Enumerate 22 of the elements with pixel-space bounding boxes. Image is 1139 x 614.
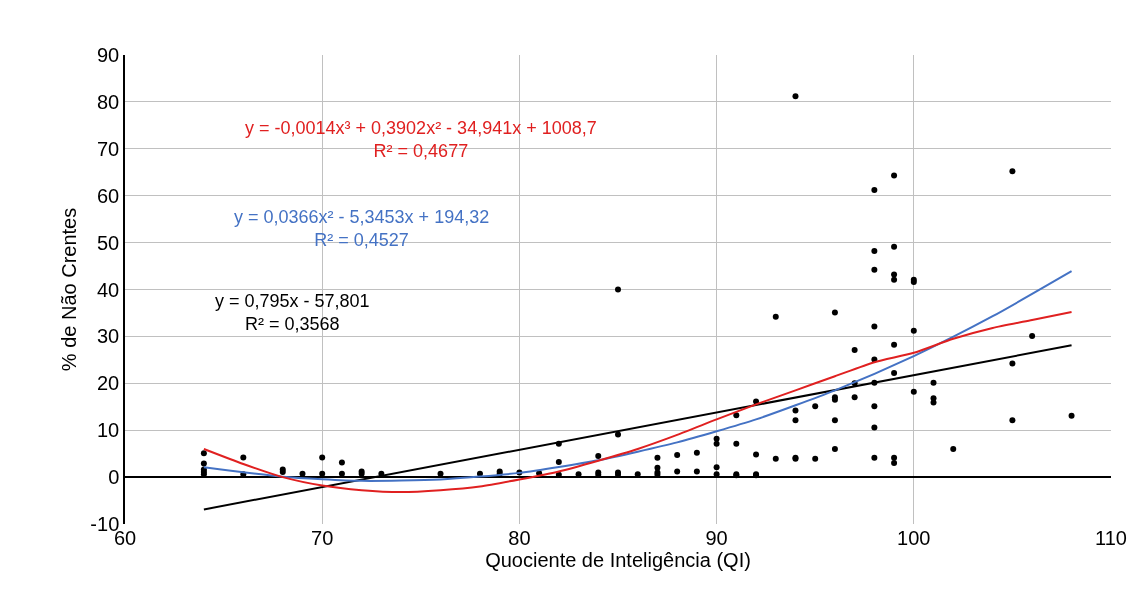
- x-tick-label: 80: [508, 527, 531, 549]
- x-tick-label: 70: [311, 527, 334, 549]
- y-tick-label: 50: [97, 231, 120, 254]
- y-tick-label: 10: [97, 419, 120, 442]
- x-tick-label: 100: [897, 527, 931, 549]
- x-tick-label: 110: [1095, 527, 1127, 549]
- y-tick-label: 40: [97, 278, 120, 301]
- line-series: [202, 311, 1073, 494]
- y-axis-title: % de Não Crentes: [58, 207, 81, 372]
- y-tick-label: 90: [97, 44, 120, 66]
- y-tick-label: 20: [97, 372, 120, 395]
- y-tick-label: 0: [108, 466, 120, 489]
- y-tick-label: 70: [97, 137, 120, 160]
- y-tick-label: 80: [97, 90, 120, 113]
- x-axis-title: Quociente de Inteligência (QI): [485, 549, 751, 571]
- line-series: [202, 270, 1073, 482]
- text: y = 0,795x - 57,801 R² = 0,3568: [215, 291, 370, 335]
- y-tick-label: 60: [97, 184, 120, 207]
- text: y = 0,0366x² - 5,3453x + 194,32 R² = 0,4527: [234, 207, 490, 251]
- text: y = -0,0014x³ + 0,3902x² - 34,941x + 1008,7 R² = 0,4677: [245, 118, 597, 162]
- y-tick-label: 30: [97, 325, 120, 348]
- x-tick-label: 90: [705, 527, 728, 549]
